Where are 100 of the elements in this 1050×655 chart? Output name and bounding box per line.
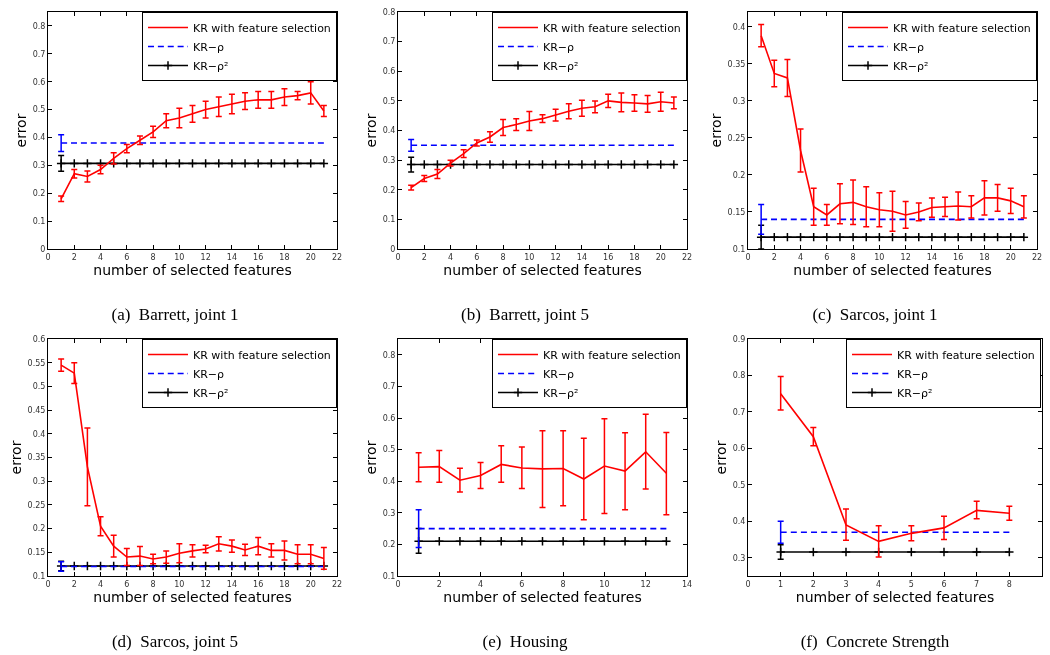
point (148, 158, 159, 169)
y-tick-label: 0.5 (32, 382, 46, 392)
y-tick-label: 0.7 (32, 49, 46, 59)
y-tick-label: 0.8 (382, 7, 396, 17)
y-tick-label: 0.3 (32, 477, 46, 486)
text: (d) Sarcos, joint 5 (111, 632, 239, 652)
point (498, 159, 509, 170)
y-tick-label: 0.8 (382, 350, 396, 360)
y-tick-label: 0.4 (732, 22, 746, 32)
point (226, 158, 237, 169)
y-tick-label: 0.2 (32, 189, 46, 199)
y-tick-label: 0.3 (382, 155, 396, 165)
x-tick-label: 2 (436, 579, 442, 589)
x-tick-label: 4 (98, 252, 104, 262)
text: (c) Sarcos, joint 1 (812, 305, 938, 325)
x-tick-label: 14 (926, 252, 937, 262)
point (253, 561, 264, 571)
x-tick-label: 20 (655, 252, 666, 262)
x-tick-label: 12 (900, 252, 911, 262)
y-tick-label: 0.55 (27, 358, 46, 368)
point (253, 158, 264, 169)
x-tick-label: 2 (810, 579, 816, 589)
x-tick-label: 18 (279, 579, 290, 589)
y-tick-label: 0.5 (382, 96, 396, 106)
x-tick-label: 2 (71, 579, 77, 589)
point (56, 158, 67, 169)
legend-label: KR−ρ (543, 40, 575, 54)
text: (e) Housing (482, 632, 568, 652)
x-tick-label: 8 (500, 252, 506, 262)
y-axis-title: error (8, 440, 25, 475)
legend-label: KR−ρ (543, 367, 575, 381)
x-axis-title: number of selected features (443, 588, 642, 605)
point (240, 158, 250, 169)
x-tick-label: 20 (305, 579, 316, 589)
x-tick-label: 8 (560, 579, 566, 589)
x-tick-label: 14 (681, 579, 693, 589)
y-tick-label: 0.8 (32, 21, 46, 31)
y-tick-label: 0.3 (32, 161, 46, 171)
legend-label: KR−ρ² (193, 59, 229, 73)
x-axis-title: number of selected features (795, 588, 995, 605)
legend-label: KR−ρ (193, 367, 225, 381)
x-tick-label: 20 (305, 252, 316, 262)
x-tick-label: 12 (200, 252, 211, 262)
x-tick-label: 4 (478, 579, 484, 589)
y-tick-label: 0.1 (32, 216, 46, 226)
x-tick-label: 22 (331, 579, 343, 589)
point (121, 158, 132, 169)
legend-label: KR with feature selection (543, 348, 681, 362)
y-tick-label: 0.9 (732, 334, 746, 344)
y-tick-label: 0.1 (732, 244, 746, 254)
x-tick-label: 2 (771, 252, 777, 262)
y-tick-label: 0.8 (732, 371, 746, 381)
y-tick-label: 0.1 (382, 571, 396, 581)
y-tick-label: 0.7 (382, 382, 396, 392)
y-tick-label: 0.2 (32, 524, 46, 534)
point (161, 158, 172, 169)
legend-label: KR with feature selection (893, 21, 1031, 35)
x-tick-label: 10 (874, 252, 885, 262)
y-tick-label: 0.4 (382, 126, 396, 136)
x-tick-label: 4 (876, 579, 882, 589)
y-axis-title: error (713, 440, 730, 475)
x-tick-label: 10 (174, 252, 185, 262)
legend-label: KR with feature selection (193, 21, 331, 35)
x-tick-label: 18 (629, 252, 640, 262)
x-tick-label: 10 (599, 579, 610, 589)
y-tick-label: 0.5 (32, 105, 46, 115)
x-tick-label: 16 (953, 252, 964, 262)
point (485, 159, 495, 170)
point (668, 159, 679, 170)
y-tick-label: 0.1 (32, 571, 46, 581)
y-tick-label: 0.25 (727, 133, 746, 143)
x-tick-label: 22 (1031, 252, 1043, 262)
point (213, 561, 224, 571)
x-tick-label: 2 (421, 252, 427, 262)
x-axis-title: number of selected features (93, 588, 292, 605)
x-tick-label: 6 (824, 252, 830, 262)
y-tick-label: 0.3 (732, 553, 746, 563)
y-axis-title: error (13, 113, 30, 148)
point (563, 159, 574, 170)
legend-label: KR−ρ² (897, 386, 933, 400)
y-tick-label: 0.4 (732, 517, 746, 527)
y-tick-label: 0.3 (382, 508, 396, 518)
y-tick-label: 0.15 (727, 207, 746, 217)
x-tick-label: 8 (1006, 579, 1012, 589)
y-axis-title: error (708, 113, 725, 148)
text: (a) Barrett, joint 1 (111, 305, 239, 325)
y-tick-label: 0 (40, 244, 46, 254)
text: (f) Concrete Strength (800, 632, 950, 652)
x-tick-label: 6 (941, 579, 947, 589)
y-axis-title: error (363, 113, 380, 148)
legend-label: KR−ρ (893, 40, 925, 54)
legend-label: KR−ρ² (893, 59, 929, 73)
text: (b) Barrett, joint 5 (461, 305, 589, 325)
y-tick-label: 0.5 (382, 445, 396, 455)
x-tick-label: 6 (124, 579, 130, 589)
y-tick-label: 0.2 (382, 540, 396, 550)
x-tick-label: 4 (798, 252, 804, 262)
x-tick-label: 10 (174, 579, 185, 589)
legend-label: KR with feature selection (543, 21, 681, 35)
y-tick-label: 0.6 (32, 334, 46, 344)
